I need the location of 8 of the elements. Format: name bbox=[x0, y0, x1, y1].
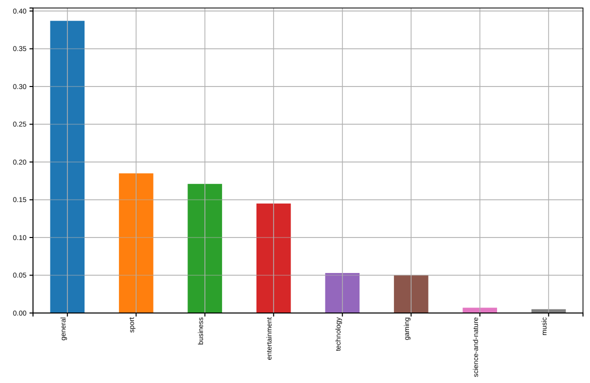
bar bbox=[531, 309, 566, 313]
bar bbox=[394, 275, 428, 313]
bar bbox=[325, 272, 360, 313]
bar bbox=[188, 184, 222, 313]
bar bbox=[462, 308, 498, 313]
bar bbox=[118, 173, 154, 313]
bar bbox=[256, 204, 291, 313]
bar bbox=[50, 20, 85, 313]
